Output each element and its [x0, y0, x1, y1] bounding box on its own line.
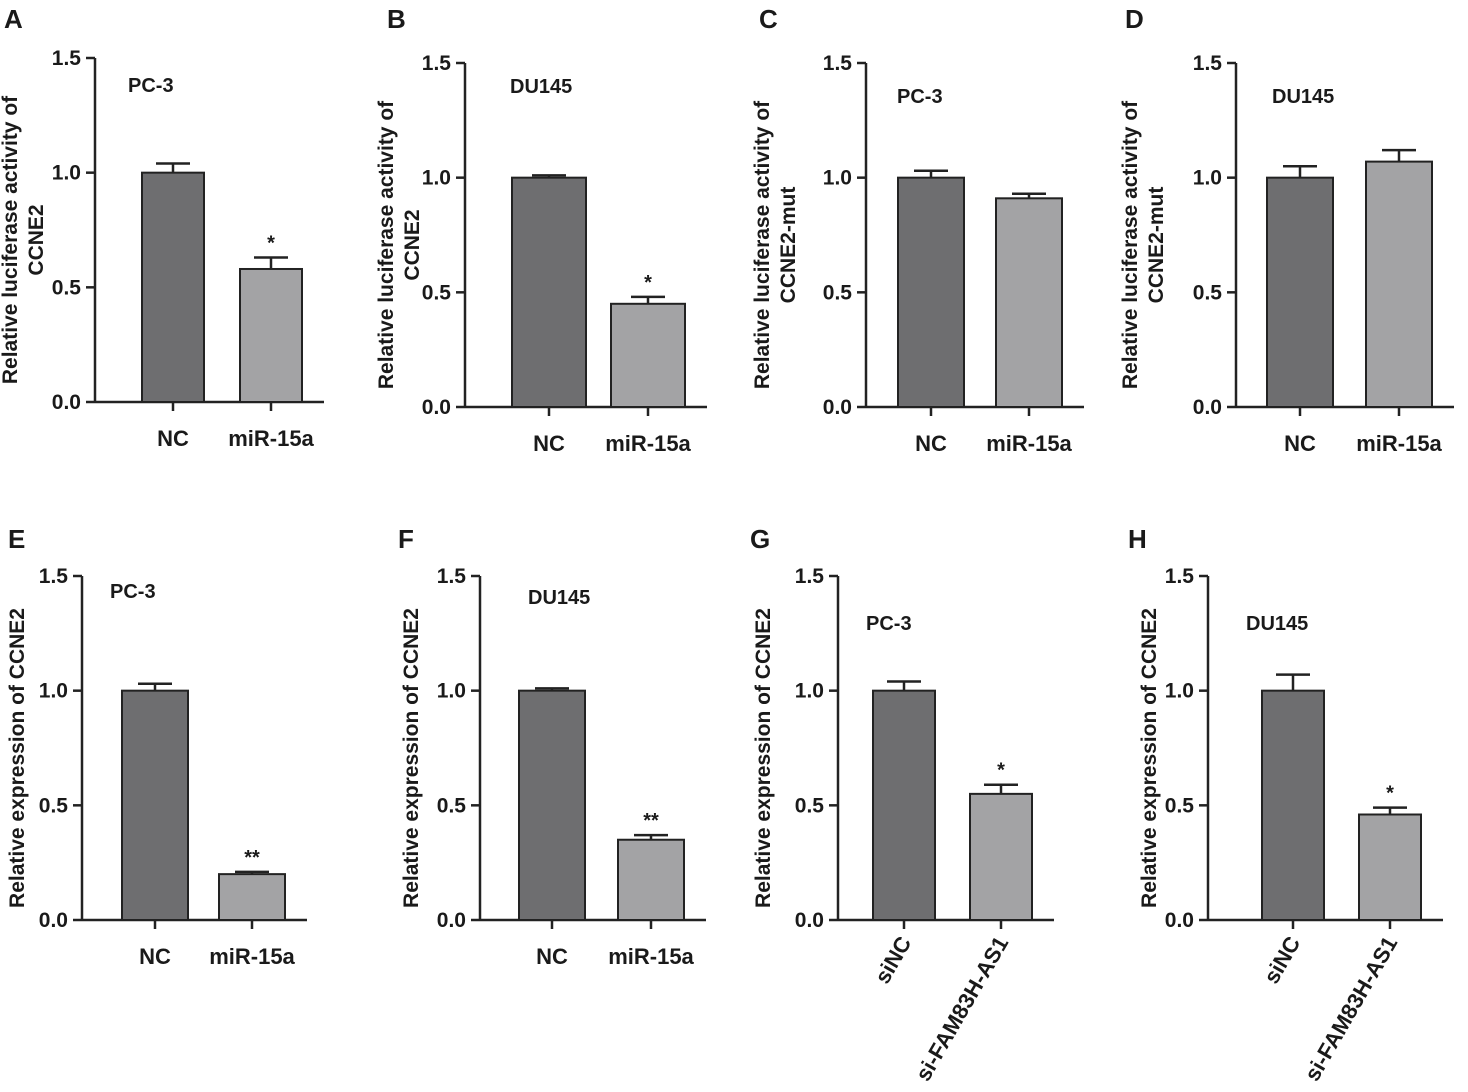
panel-h-ytick-label-3: 1.5 — [1165, 565, 1195, 588]
panel-d-ylabel-0: Relative luciferase activity of — [1119, 100, 1142, 389]
panel-e-letter: E — [8, 524, 25, 554]
panel-d-bar-0 — [1266, 176, 1334, 408]
panel-f-category-1: miR-15a — [608, 944, 694, 969]
panel-d-category-1: miR-15a — [1356, 431, 1442, 456]
panel-b-letter: B — [387, 4, 406, 34]
panel-d-title: DU145 — [1272, 86, 1334, 108]
panel-d-ylabel-1: CCNE2-mut — [1145, 187, 1168, 304]
panel-d-bar-1 — [1365, 160, 1433, 408]
panel-c-ytick-label-2: 1.0 — [823, 167, 852, 190]
panel-g-letter: G — [750, 524, 770, 554]
panel-e-ytick-label-1: 0.5 — [39, 794, 69, 817]
panel-g-category-1: si-FAM83H-AS1 — [910, 932, 1013, 1085]
panel-a-category-0: NC — [157, 426, 189, 451]
panel-h-bar-1 — [1358, 813, 1422, 921]
panel-e-title: PC-3 — [110, 581, 156, 603]
panel-a-ytick-label-0: 0.0 — [52, 391, 81, 414]
panel-e-ytick-label-0: 0.0 — [39, 909, 68, 932]
panel-f-category-0: NC — [536, 944, 568, 969]
panel-a-ylabel-1: CCNE2 — [25, 204, 48, 275]
panel-a-bar-0 — [141, 171, 205, 403]
panel-a-ytick-label-1: 0.5 — [52, 276, 82, 299]
panel-c-ytick-label-0: 0.0 — [823, 396, 852, 419]
panel-c-ytick-label-3: 1.5 — [823, 52, 853, 75]
panel-f-ytick-label-1: 0.5 — [437, 794, 467, 817]
panel-e-category-0: NC — [139, 944, 171, 969]
panel-b-bar-1 — [610, 302, 686, 408]
panel-d-ytick-label-0: 0.0 — [1193, 396, 1222, 419]
panel-b-ytick-label-1: 0.5 — [422, 281, 452, 304]
panel-f-ytick-label-0: 0.0 — [437, 909, 466, 932]
panel-a-ytick-label-3: 1.5 — [52, 47, 82, 70]
panel-f-bar-1 — [617, 838, 685, 922]
panel-a-title: PC-3 — [128, 75, 174, 97]
panel-a-category-1: miR-15a — [228, 426, 314, 451]
panel-c-ylabel-0: Relative luciferase activity of — [751, 100, 774, 389]
panel-g-bar-1 — [969, 792, 1033, 921]
panel-e-bar-1 — [218, 873, 286, 922]
panel-g-ytick-label-1: 0.5 — [795, 794, 825, 817]
panel-g-ytick-label-3: 1.5 — [795, 565, 825, 588]
panel-e-ytick-label-3: 1.5 — [39, 565, 69, 588]
panel-a-ytick-label-2: 1.0 — [52, 162, 81, 185]
panel-b-ytick-label-0: 0.0 — [422, 396, 451, 419]
panel-d-ytick-label-3: 1.5 — [1193, 52, 1223, 75]
panel-g-ytick-label-2: 1.0 — [795, 680, 824, 703]
panel-d-letter: D — [1125, 4, 1144, 34]
panel-d-ytick-label-2: 1.0 — [1193, 167, 1222, 190]
panel-e-ytick-label-2: 1.0 — [39, 680, 68, 703]
panel-b-bar-0 — [511, 176, 587, 408]
panel-f-bar-0 — [518, 689, 586, 922]
panel-h-ytick-label-1: 0.5 — [1165, 794, 1195, 817]
panel-e-ylabel-0: Relative expression of CCNE2 — [6, 608, 29, 908]
panel-b-significance-1: * — [644, 272, 652, 294]
panel-h-ytick-label-2: 1.0 — [1165, 680, 1194, 703]
panel-c-letter: C — [759, 4, 778, 34]
panel-b-ylabel-0: Relative luciferase activity of — [375, 100, 398, 389]
panel-b-ytick-label-3: 1.5 — [422, 52, 452, 75]
panel-f-letter: F — [398, 524, 414, 554]
panel-c-category-1: miR-15a — [986, 431, 1072, 456]
panel-g-significance-1: * — [997, 760, 1005, 782]
panel-g-category-0: siNC — [870, 932, 917, 988]
panel-a-significance-1: * — [267, 233, 275, 255]
panel-f-ytick-label-2: 1.0 — [437, 680, 466, 703]
panel-f-title: DU145 — [528, 587, 590, 609]
panel-b-title: DU145 — [510, 76, 572, 98]
panel-h-significance-1: * — [1386, 783, 1394, 805]
panel-h-bar-0 — [1261, 689, 1325, 922]
panel-b-category-1: miR-15a — [605, 431, 691, 456]
panel-a-bar-1 — [239, 267, 303, 403]
panel-c-ylabel-1: CCNE2-mut — [777, 187, 800, 304]
panel-h-ytick-label-0: 0.0 — [1165, 909, 1194, 932]
panel-h-category-0: siNC — [1259, 932, 1306, 988]
panel-h-title: DU145 — [1246, 613, 1308, 635]
panel-h-ylabel-0: Relative expression of CCNE2 — [1138, 608, 1161, 908]
panel-c-ytick-label-1: 0.5 — [823, 281, 853, 304]
panel-c-category-0: NC — [915, 431, 947, 456]
panel-e-category-1: miR-15a — [209, 944, 295, 969]
panel-c-title: PC-3 — [897, 86, 943, 108]
panel-g-ylabel-0: Relative expression of CCNE2 — [752, 608, 775, 908]
panel-b-ytick-label-2: 1.0 — [422, 167, 451, 190]
panel-a-letter: A — [4, 4, 23, 34]
panel-f-ylabel-0: Relative expression of CCNE2 — [400, 608, 423, 908]
panel-f-significance-1: ** — [643, 810, 659, 832]
panel-g-ytick-label-0: 0.0 — [795, 909, 824, 932]
panel-g-title: PC-3 — [866, 613, 912, 635]
panel-h-category-1: si-FAM83H-AS1 — [1299, 932, 1402, 1085]
panel-h-letter: H — [1128, 524, 1147, 554]
panel-b-category-0: NC — [533, 431, 565, 456]
panel-d-ytick-label-1: 0.5 — [1193, 281, 1223, 304]
panel-a-ylabel-0: Relative luciferase activity of — [0, 95, 22, 384]
panel-d-category-0: NC — [1284, 431, 1316, 456]
panel-c-bar-1 — [995, 197, 1063, 408]
panel-e-significance-1: ** — [244, 847, 260, 869]
panel-g-bar-0 — [872, 689, 936, 922]
panel-b-ylabel-1: CCNE2 — [401, 209, 424, 280]
panel-e-bar-0 — [121, 689, 189, 922]
panel-c-bar-0 — [897, 176, 965, 408]
panel-f-ytick-label-3: 1.5 — [437, 565, 467, 588]
